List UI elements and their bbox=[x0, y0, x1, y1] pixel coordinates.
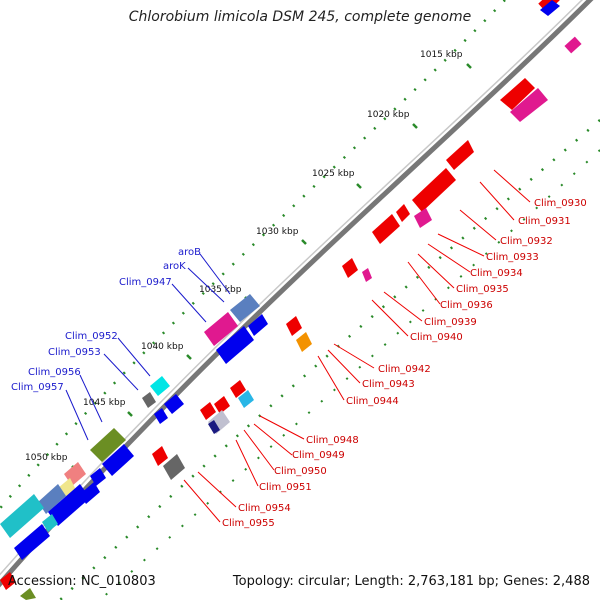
gene-feature bbox=[238, 390, 254, 408]
gene-label-clim-0952: Clim_0952 bbox=[65, 331, 118, 342]
gene-feature bbox=[0, 494, 44, 538]
gene-feature bbox=[20, 588, 36, 600]
gene-feature bbox=[48, 484, 90, 526]
gene-feature bbox=[42, 514, 58, 532]
tick-label-1035: 1035 kbp bbox=[199, 285, 242, 295]
gene-label-clim-0953: Clim_0953 bbox=[48, 347, 101, 358]
genome-summary: Topology: circular; Length: 2,763,181 bp… bbox=[232, 574, 590, 589]
blue-leader-lines bbox=[65, 253, 231, 441]
gene-label-clim-0957: Clim_0957 bbox=[11, 382, 64, 393]
tick-label-1030: 1030 kbp bbox=[256, 227, 299, 237]
accession-label: Accession: NC_010803 bbox=[8, 574, 156, 589]
gene-feature bbox=[38, 484, 66, 514]
gene-feature bbox=[154, 408, 168, 424]
gene-feature bbox=[14, 524, 50, 560]
gene-feature bbox=[216, 326, 254, 364]
tick-label-1040: 1040 kbp bbox=[141, 342, 184, 352]
gene-feature bbox=[200, 402, 216, 420]
gene-feature bbox=[204, 312, 238, 346]
gene-feature bbox=[214, 396, 230, 414]
gene-feature bbox=[564, 36, 582, 54]
gene-feature bbox=[230, 294, 260, 322]
gene-label-clim-0948: Clim_0948 bbox=[306, 435, 359, 446]
gene-feature bbox=[164, 394, 184, 414]
gene-feature bbox=[163, 454, 185, 480]
gene-feature bbox=[372, 214, 400, 244]
gene-label-clim-0932: Clim_0932 bbox=[500, 236, 553, 247]
gene-label-clim-0947: Clim_0947 bbox=[119, 277, 172, 288]
gene-label-clim-0930: Clim_0930 bbox=[534, 198, 587, 209]
map-title: Chlorobium limicola DSM 245, complete ge… bbox=[128, 9, 472, 25]
gene-feature bbox=[500, 78, 535, 110]
gene-label-aroK: aroK bbox=[163, 261, 186, 272]
gene-label-clim-0942: Clim_0942 bbox=[378, 364, 431, 375]
gene-label-clim-0956: Clim_0956 bbox=[28, 367, 81, 378]
gene-feature bbox=[510, 88, 548, 122]
gene-label-clim-0949: Clim_0949 bbox=[292, 450, 345, 461]
tick-label-1045: 1045 kbp bbox=[83, 398, 126, 408]
inner-scale-ring-2 bbox=[99, 149, 600, 600]
gene-feature bbox=[342, 258, 358, 278]
reverse-strand-genes bbox=[0, 0, 582, 590]
gene-label-clim-0939: Clim_0939 bbox=[424, 317, 477, 328]
gene-feature bbox=[90, 468, 106, 486]
gene-feature bbox=[540, 0, 560, 16]
gene-label-clim-0934: Clim_0934 bbox=[470, 268, 523, 279]
gene-feature bbox=[396, 204, 410, 222]
tick-label-1020: 1020 kbp bbox=[367, 110, 410, 120]
gene-feature bbox=[446, 140, 474, 170]
gene-label-clim-0936: Clim_0936 bbox=[440, 300, 493, 311]
tick-label-1050: 1050 kbp bbox=[25, 453, 68, 463]
tick-label-1015: 1015 kbp bbox=[420, 50, 463, 60]
gene-feature bbox=[414, 208, 432, 228]
gene-feature bbox=[286, 316, 302, 336]
gene-label-clim-0931: Clim_0931 bbox=[518, 216, 571, 227]
gene-label-clim-0935: Clim_0935 bbox=[456, 284, 509, 295]
backbone-arc-inner bbox=[0, 0, 583, 576]
gene-label-clim-0944: Clim_0944 bbox=[346, 396, 399, 407]
gene-feature bbox=[152, 446, 168, 466]
gene-feature bbox=[102, 444, 134, 476]
gene-label-clim-0943: Clim_0943 bbox=[362, 379, 415, 390]
gene-feature bbox=[150, 376, 170, 396]
tick-label-1025: 1025 kbp bbox=[312, 169, 355, 179]
gene-label-aroB: aroB bbox=[178, 247, 201, 258]
gene-feature bbox=[142, 392, 156, 408]
gene-feature bbox=[90, 428, 126, 462]
gene-label-clim-0940: Clim_0940 bbox=[410, 332, 463, 343]
gene-feature bbox=[362, 268, 372, 282]
gene-feature bbox=[296, 332, 312, 352]
red-leader-lines bbox=[183, 169, 531, 523]
forward-strand-genes bbox=[0, 0, 560, 600]
gene-feature bbox=[0, 572, 16, 590]
gene-label-clim-0954: Clim_0954 bbox=[238, 503, 291, 514]
gene-feature bbox=[412, 168, 456, 212]
gene-feature bbox=[248, 314, 268, 336]
scale-ticks bbox=[71, 63, 472, 471]
gene-feature bbox=[230, 380, 246, 398]
gene-label-clim-0950: Clim_0950 bbox=[274, 466, 327, 477]
gene-label-clim-0955: Clim_0955 bbox=[222, 518, 275, 529]
gene-feature bbox=[80, 482, 100, 504]
gene-label-clim-0933: Clim_0933 bbox=[486, 252, 539, 263]
gene-feature bbox=[208, 420, 220, 434]
gene-label-clim-0951: Clim_0951 bbox=[259, 482, 312, 493]
